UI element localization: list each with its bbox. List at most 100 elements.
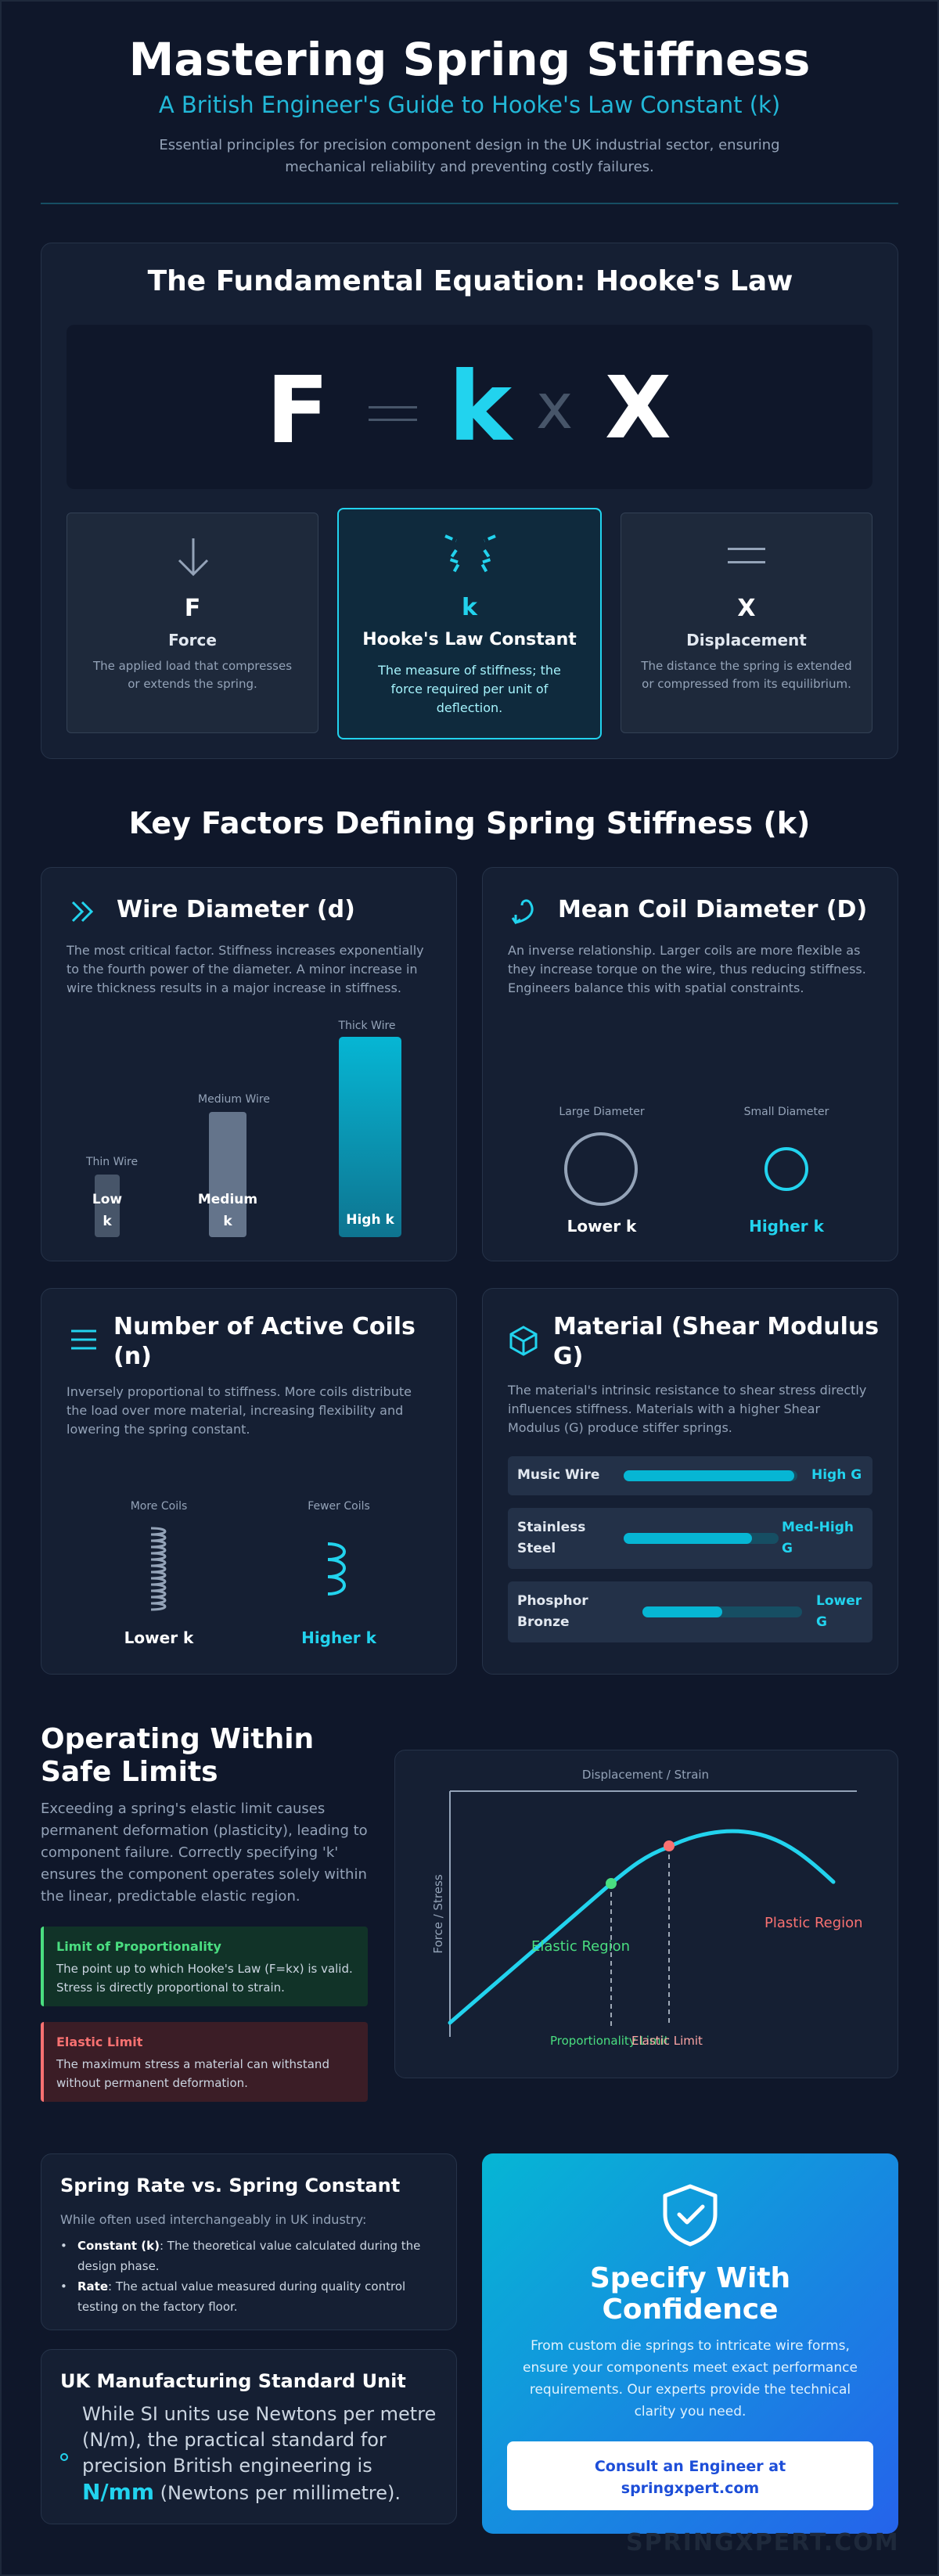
- large-diameter-label: Large Diameter: [559, 1106, 645, 1118]
- thin-wire-bar: [95, 1175, 120, 1237]
- medium-wire-bar: [209, 1112, 246, 1237]
- list-lines-icon: [71, 1329, 96, 1350]
- times-sign: x: [536, 370, 574, 443]
- rotate-arrow-icon: [511, 899, 534, 925]
- coil-diameter-desc: An inverse relationship. Larger coils ar…: [508, 943, 866, 995]
- displacement-title: Displacement: [686, 631, 807, 649]
- material-row-stainless: Stainless Steel Med-High G: [508, 1508, 872, 1569]
- material-name: Stainless Steel: [517, 1520, 586, 1556]
- medium-wire-label: Medium Wire: [198, 1093, 270, 1106]
- plastic-region-label: Plastic Region: [765, 1915, 863, 1931]
- force-card: F Force The applied load that compresses…: [67, 513, 318, 733]
- prop-limit-label: Proportionality Limit: [550, 2034, 669, 2048]
- coil-diameter-card: Mean Coil Diameter (D) An inverse relati…: [482, 867, 898, 1261]
- elastic-limit-title: Elastic Limit: [56, 2035, 143, 2049]
- spring-rate-item-rate: • Rate: The actual value measured during…: [60, 2279, 406, 2314]
- thick-wire-label: Thick Wire: [338, 1020, 396, 1032]
- material-title: Material (Shear Modulus G): [553, 1313, 880, 1370]
- displacement-desc: The distance the spring is extended or c…: [641, 659, 852, 691]
- material-name: Phosphor Bronze: [517, 1593, 588, 1630]
- constant-card: k Hooke's Law Constant The measure of st…: [337, 508, 602, 739]
- displacement-card: X Displacement The distance the spring i…: [621, 513, 872, 733]
- material-card: Material (Shear Modulus G) The material'…: [482, 1288, 898, 1675]
- term-text: : The actual value measured during quali…: [77, 2279, 406, 2314]
- cta-desc: From custom die springs to intricate wir…: [523, 2338, 858, 2419]
- constant-desc: The measure of stiffness; the force requ…: [378, 663, 561, 715]
- uk-unit-card: UK Manufacturing Standard Unit While SI …: [41, 2349, 457, 2524]
- more-coils-label: More Coils: [130, 1500, 188, 1513]
- stress-strain-curve: [448, 1829, 836, 2025]
- wire-diameter-title: Wire Diameter (d): [117, 896, 355, 923]
- consult-engineer-button[interactable]: Consult an Engineer at springxpert.com: [507, 2441, 873, 2510]
- equation-card: The Fundamental Equation: Hooke's Law F …: [41, 243, 898, 759]
- more-coils-value: Lower k: [124, 1628, 194, 1647]
- proportionality-point: [606, 1878, 617, 1889]
- large-coil-circle: [564, 1132, 638, 1206]
- uk-unit-suffix: (Newtons per millimetre).: [160, 2482, 401, 2504]
- material-value: High G: [811, 1467, 862, 1483]
- wire-diameter-card: Wire Diameter (d) The most critical fact…: [41, 867, 457, 1261]
- coil-diameter-title: Mean Coil Diameter (D): [558, 896, 868, 923]
- wire-bar-chart: Thin Wire Low k Medium Wire Medium k Thi…: [41, 868, 458, 1262]
- page-subtitle: A British Engineer's Guide to Hooke's La…: [158, 92, 781, 118]
- thick-wire-bar: [339, 1037, 401, 1237]
- spring-rate-intro: While often used interchangeably in UK i…: [60, 2212, 367, 2227]
- watermark: SPRINGXPERT.COM: [626, 2529, 900, 2556]
- header-divider: [41, 203, 898, 204]
- equation-F: F: [266, 356, 329, 464]
- stress-strain-svg: [448, 1790, 857, 2037]
- elastic-limit-label: Elastic Limit: [631, 2034, 703, 2048]
- active-coils-desc: Inversely proportional to stiffness. Mor…: [67, 1384, 412, 1437]
- chart-y-label: Force / Stress: [431, 1874, 445, 1954]
- spring-rate-item-constant: • Constant (k): The theoretical value ca…: [60, 2239, 421, 2273]
- elastic-limit-point: [664, 1840, 675, 1851]
- force-symbol: F: [184, 595, 201, 622]
- displacement-symbol: X: [737, 595, 756, 622]
- term-text: : The theoretical value calculated durin…: [77, 2239, 421, 2273]
- factors-heading: Key Factors Defining Spring Stiffness (k…: [128, 806, 811, 840]
- elastic-region-label: Elastic Region: [531, 1938, 631, 1955]
- force-title: Force: [168, 631, 217, 649]
- uk-unit-text: While SI units use Newtons per metre (N/…: [82, 2403, 437, 2477]
- equation-heading: The Fundamental Equation: Hooke's Law: [147, 265, 793, 297]
- stress-strain-chart: Displacement / Strain Force / Stress Ela…: [394, 1750, 898, 2078]
- material-value: Med-High G: [782, 1520, 854, 1556]
- limits-heading: Operating Within Safe Limits: [41, 1723, 315, 1788]
- material-name: Music Wire: [517, 1467, 600, 1483]
- term: Constant (k): [77, 2239, 160, 2253]
- wire-diameter-desc: The most critical factor. Stiffness incr…: [67, 943, 424, 995]
- small-diameter-value: Higher k: [749, 1217, 824, 1236]
- material-value: Lower G: [816, 1593, 862, 1630]
- equation-display: F k x X: [67, 325, 872, 489]
- active-coils-title: Number of Active Coils (n): [113, 1313, 416, 1370]
- term: Rate: [77, 2279, 109, 2294]
- thin-wire-value: Low k: [92, 1192, 123, 1229]
- equals-sign: [369, 406, 417, 423]
- page-title: Mastering Spring Stiffness: [128, 33, 811, 86]
- double-chevron-icon: [71, 901, 94, 923]
- spring-rate-card: Spring Rate vs. Spring Constant While of…: [41, 2153, 457, 2330]
- elastic-limit-desc: The maximum stress a material can withst…: [56, 2057, 329, 2090]
- elastic-limit-callout: Elastic Limit The maximum stress a mater…: [41, 2022, 368, 2102]
- thin-wire-label: Thin Wire: [85, 1156, 139, 1168]
- equals-icon: [728, 548, 765, 563]
- proportionality-callout: Limit of Proportionality The point up to…: [41, 1927, 368, 2006]
- material-bar-fill: [624, 1533, 752, 1544]
- thick-wire-value: High k: [346, 1212, 394, 1228]
- chart-x-label: Displacement / Strain: [581, 1768, 710, 1782]
- active-coils-card: Number of Active Coils (n) Inversely pro…: [41, 1288, 457, 1675]
- constant-title: Hooke's Law Constant: [362, 630, 577, 649]
- equation-X: X: [605, 358, 671, 458]
- fewer-coils-value: Higher k: [301, 1628, 376, 1647]
- proportionality-title: Limit of Proportionality: [56, 1939, 221, 1954]
- uk-unit-text-block: While SI units use Newtons per metre (N/…: [82, 2402, 442, 2506]
- spring-constant-icon: [444, 534, 496, 574]
- material-row-phosphor: Phosphor Bronze Lower G: [508, 1581, 872, 1642]
- fewer-coils-label: Fewer Coils: [308, 1500, 370, 1513]
- bullet-dot: [60, 2453, 68, 2461]
- equation-k: k: [448, 351, 513, 462]
- material-bar-fill: [624, 1470, 794, 1481]
- cta-title: Specify With Confidence: [589, 2262, 791, 2326]
- material-desc: The material's intrinsic resistance to s…: [508, 1383, 867, 1435]
